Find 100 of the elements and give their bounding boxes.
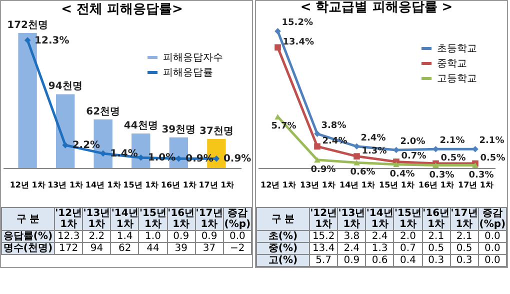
text: '16년 1차 [422, 208, 450, 230]
point [100, 150, 106, 157]
data-label: 0.3% [429, 170, 454, 180]
data-label: 2.1% [440, 136, 465, 146]
data-label: 0.3% [468, 170, 494, 180]
text: '13년 1차 [82, 208, 111, 230]
x-tick-label: 13년 1차 [48, 180, 84, 190]
point [432, 162, 439, 168]
data-label: 94천명 [48, 81, 82, 92]
text: '17년 1차 [450, 208, 478, 230]
text: '15년 1차 [138, 208, 168, 230]
data-label: 2.2% [72, 140, 100, 152]
text: 3.8 [338, 230, 366, 242]
text: 응답률(%) [2, 230, 54, 242]
text: 5.7 [310, 254, 338, 266]
text: '17년 1차 [195, 208, 224, 230]
chart-title: < 학교급별 피해응답률 > [300, 0, 453, 16]
legend-label: 초등학교 [437, 44, 477, 54]
point [24, 37, 31, 44]
data-label: 2.4% [360, 133, 386, 144]
data-label: 37천명 [199, 126, 234, 137]
text: 12.3 [54, 230, 83, 242]
text: 39 [167, 242, 196, 254]
text: 명수(천명) [2, 242, 54, 254]
text: 2.1 [422, 230, 450, 242]
data-label: 15.2% [282, 18, 313, 28]
text: 구 분 [2, 208, 54, 230]
text: 0.3 [422, 254, 450, 266]
legend-label: 고등학교 [437, 74, 477, 84]
legend-label: 피해응답률 [163, 68, 213, 78]
text: 94 [82, 242, 111, 254]
data-label: 0.9% [310, 164, 336, 175]
text: 0.4 [394, 254, 422, 266]
text: '12년 1차 [54, 208, 83, 230]
point [314, 157, 320, 163]
x-tick-label: 12년 1차 [10, 180, 46, 190]
text: 증감 (%p) [223, 208, 252, 230]
x-tick-label: 16년 1차 [418, 180, 454, 190]
text: 0.5 [422, 242, 450, 254]
text: '12년 1차 [310, 208, 338, 230]
x-tick-label: 17년 1차 [198, 180, 234, 190]
data-label: 0.6% [350, 168, 376, 178]
point [354, 153, 360, 160]
text: '13년 1차 [338, 208, 366, 230]
point [314, 143, 320, 150]
x-tick-label: 14년 1차 [85, 180, 121, 190]
data-label: 44천명 [124, 120, 158, 132]
point [472, 162, 478, 168]
text: 2.2 [82, 230, 111, 242]
text: 0.9 [167, 230, 196, 242]
data-label: 1.3% [362, 146, 387, 156]
legend-label: 중학교 [437, 58, 467, 70]
point [62, 142, 68, 148]
x-tick-label: 13년 1차 [300, 180, 336, 190]
text: 2.0 [394, 230, 422, 242]
text: 중(%) [256, 242, 310, 254]
text: 고(%) [256, 254, 310, 266]
text: 0.6 [366, 254, 394, 266]
data-label: 3.8% [321, 120, 346, 131]
data-label: 2.0% [400, 137, 426, 147]
data-label: 0.7% [401, 152, 426, 162]
point [472, 146, 478, 152]
text: 구 분 [256, 208, 310, 230]
bar [56, 94, 75, 168]
text: 0.7 [394, 242, 422, 254]
point [354, 143, 360, 150]
text: 초(%) [256, 230, 310, 242]
x-tick-label: 15년 1차 [123, 180, 159, 190]
point [314, 130, 320, 137]
point [274, 28, 281, 34]
bar [18, 33, 37, 168]
data-label: 13.4% [282, 37, 314, 48]
text: 62 [110, 242, 139, 254]
text: '14년 1차 [110, 208, 139, 230]
text: 172 [54, 242, 83, 254]
point [432, 146, 439, 152]
data-label: 1.4% [110, 148, 138, 160]
text: 0.0 [478, 230, 506, 242]
text: 1.4 [110, 230, 139, 242]
text: 0.5 [450, 242, 478, 254]
text: '15년 1차 [394, 208, 422, 230]
point [176, 155, 182, 162]
text: 2.4 [338, 242, 366, 254]
data-label: 2.1% [479, 136, 504, 146]
chart-title: < 전체 피해응답률> [61, 2, 183, 17]
text: 37 [195, 242, 224, 254]
text: 0.0 [478, 242, 506, 254]
x-tick-label: 16년 1차 [160, 180, 196, 190]
text: 0.9 [338, 254, 366, 266]
point [354, 160, 360, 166]
data-label: 62천명 [86, 106, 120, 118]
point [393, 146, 400, 154]
point [274, 44, 281, 51]
point [393, 162, 400, 168]
x-tick-label: 14년 1차 [340, 180, 375, 190]
point [213, 155, 220, 162]
text: 증감 (%p) [478, 208, 506, 230]
text: 0.3 [450, 254, 478, 266]
text: '14년 1차 [366, 208, 394, 230]
data-label: 0.5% [480, 154, 506, 164]
